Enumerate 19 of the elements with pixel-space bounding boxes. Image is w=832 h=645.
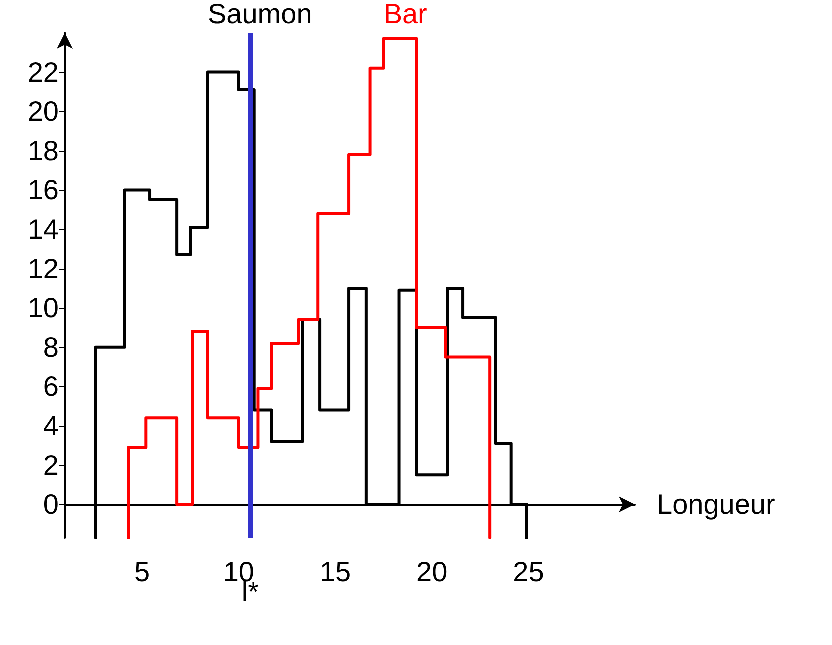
- x-tick-label: 5: [134, 556, 150, 588]
- y-tick-label: 20: [28, 96, 59, 128]
- y-tick-label: 12: [28, 253, 59, 284]
- y-tick-label: 0: [43, 489, 59, 520]
- x-tick-label: 25: [513, 556, 544, 588]
- x-tick-label: 15: [320, 556, 352, 588]
- x-tick-label: 20: [416, 556, 448, 588]
- y-tick-label: 22: [28, 56, 59, 88]
- y-tick-label: 8: [43, 332, 59, 363]
- y-tick-label: 2: [43, 450, 59, 481]
- y-tick-label: 16: [28, 174, 59, 206]
- y-tick-label: 10: [28, 292, 59, 324]
- series-label: Bar: [384, 0, 428, 30]
- y-tick-label: 4: [43, 410, 59, 442]
- x-axis-title: Longueur: [657, 489, 776, 520]
- y-tick-label: 14: [28, 214, 59, 245]
- y-tick-label: 6: [43, 371, 59, 402]
- series-label: Saumon: [208, 0, 312, 30]
- y-tick-label: 18: [28, 135, 59, 166]
